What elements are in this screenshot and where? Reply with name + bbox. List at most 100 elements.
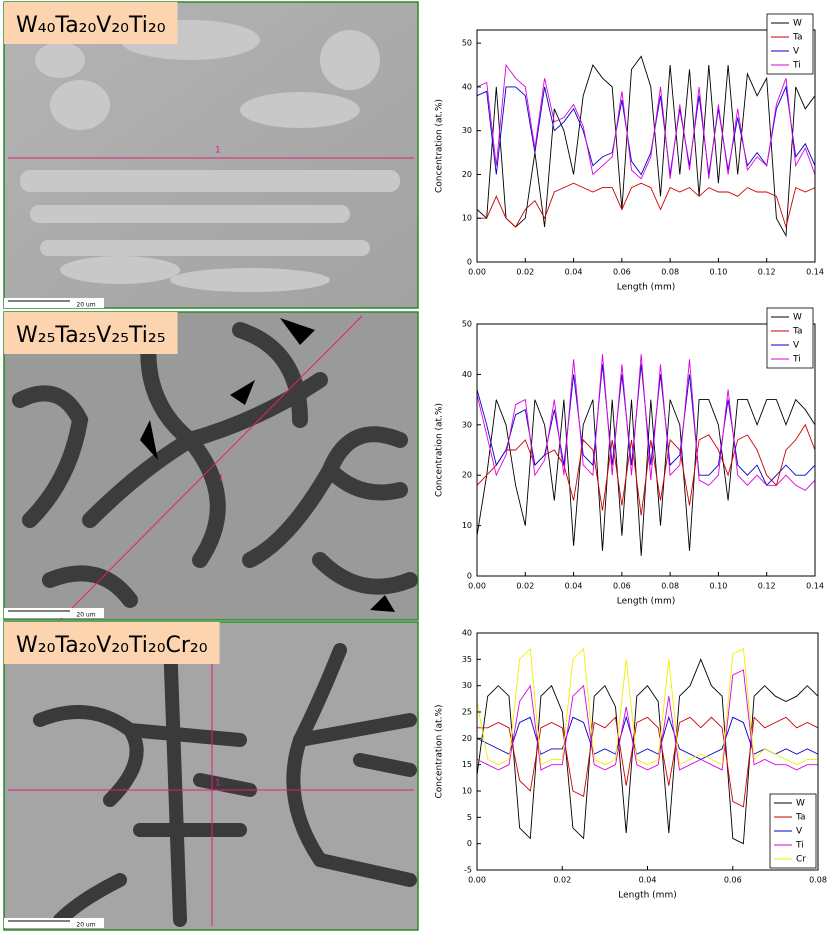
y-tick-label: 30 <box>462 681 472 690</box>
x-tick-label: 0.08 <box>661 268 679 277</box>
y-tick-label: 50 <box>462 320 472 329</box>
x-tick-label: 0.08 <box>809 876 827 885</box>
x-tick-label: 0.02 <box>516 268 534 277</box>
y-tick-label: 35 <box>462 655 472 664</box>
series-line <box>476 354 816 491</box>
y-tick-label: 10 <box>462 787 472 796</box>
x-tick-label: 0.06 <box>724 876 742 885</box>
series-line <box>476 715 819 760</box>
series-line <box>476 63 816 180</box>
series-line <box>476 647 818 766</box>
series-line <box>476 85 816 176</box>
micrograph <box>3 621 419 931</box>
y-tick-label: 0 <box>467 839 472 848</box>
legend-box <box>766 13 814 75</box>
plot-frame <box>476 29 816 263</box>
series-line <box>476 669 818 771</box>
y-tick-label: 0 <box>467 258 472 267</box>
series-line <box>476 364 816 487</box>
legend-label: W <box>796 799 805 809</box>
x-tick-label: 0.02 <box>516 582 534 591</box>
series-line <box>476 658 819 845</box>
y-tick-label: 40 <box>462 629 472 638</box>
micrograph <box>3 1 419 309</box>
legend-label: Cr <box>796 855 806 865</box>
y-tick-label: 30 <box>462 420 472 429</box>
legend-label: Ta <box>795 813 806 823</box>
plot-frame <box>476 323 816 577</box>
line-marker: 1 <box>218 474 224 484</box>
series-line <box>476 423 816 516</box>
legend-label: V <box>796 827 803 837</box>
line-marker: 1 <box>215 779 221 789</box>
series-line <box>477 716 819 808</box>
y-tick-label: -5 <box>464 866 472 875</box>
legend-label: Ti <box>792 355 801 365</box>
legend-label: V <box>793 47 800 57</box>
chart: 0 10 20 30 40 50 0.00 0.02 0.04 0.06 0.08 0.10 0.12 0… <box>435 307 824 607</box>
scale-bar-bg <box>4 918 104 928</box>
plot-frame <box>476 632 819 871</box>
x-tick-label: 0.12 <box>758 268 776 277</box>
y-tick-label: 40 <box>462 370 472 379</box>
legend-label: Ti <box>792 61 801 71</box>
y-tick-label: 10 <box>462 521 472 530</box>
y-tick-label: 0 <box>467 572 472 581</box>
scale-bar-label: 20 um <box>76 612 95 619</box>
x-tick-label: 0.02 <box>553 876 571 885</box>
legend-label: V <box>793 341 800 351</box>
x-tick-label: 0.08 <box>661 582 679 591</box>
x-tick-label: 0.10 <box>710 582 728 591</box>
label-box <box>4 2 178 44</box>
y-axis-label: Concentration (at.%) <box>435 99 445 193</box>
y-tick-label: 30 <box>462 126 472 135</box>
y-tick-label: 5 <box>467 813 472 822</box>
label-box <box>4 312 178 354</box>
series-line <box>477 182 816 229</box>
x-tick-label: 0.10 <box>710 268 728 277</box>
x-tick-label: 0.12 <box>758 582 776 591</box>
x-tick-label: 0.04 <box>565 582 583 591</box>
x-tick-label: 0.04 <box>565 268 583 277</box>
scale-bar-bg <box>4 298 104 308</box>
x-tick-label: 0.00 <box>468 876 486 885</box>
x-tick-label: 0.00 <box>468 268 486 277</box>
panel-label: W₄₀Ta₂₀V₂₀Ti₂₀ <box>16 13 166 38</box>
x-tick-label: 0.14 <box>806 268 824 277</box>
legend-label: Ti <box>795 841 804 851</box>
y-tick-label: 40 <box>462 82 472 91</box>
series-line <box>476 55 816 238</box>
x-tick-label: 0.04 <box>639 876 657 885</box>
chart: 0 10 20 30 40 50 0.00 0.02 0.04 0.06 0.08 0.10 0.12 0… <box>435 13 824 293</box>
y-tick-label: 50 <box>462 39 472 48</box>
y-tick-label: 15 <box>462 760 472 769</box>
line-marker: 1 <box>215 146 221 156</box>
x-tick-label: 0.06 <box>613 268 631 277</box>
micrograph <box>3 311 419 621</box>
legend-label: Ta <box>792 327 803 337</box>
legend-box <box>766 307 814 369</box>
x-tick-label: 0.06 <box>613 582 631 591</box>
x-axis-label: Length (mm) <box>617 283 675 293</box>
x-tick-label: 0.14 <box>806 582 824 591</box>
x-tick-label: 0.00 <box>468 582 486 591</box>
legend-label: W <box>793 313 802 323</box>
y-tick-label: 20 <box>462 734 472 743</box>
chart: -5 0 5 10 15 20 25 30 35 40 0.00 0.02 0.04 0.06 0.08 Le… <box>435 629 827 901</box>
y-tick-label: 25 <box>462 708 472 717</box>
x-axis-label: Length (mm) <box>618 891 676 901</box>
label-box <box>4 622 220 664</box>
y-tick-label: 20 <box>462 170 472 179</box>
legend-label: W <box>793 19 802 29</box>
y-tick-label: 20 <box>462 471 472 480</box>
scale-bar-label: 20 um <box>76 302 95 309</box>
panel-label: W₂₀Ta₂₀V₂₀Ti₂₀Cr₂₀ <box>16 633 208 658</box>
legend-label: Ta <box>792 33 803 43</box>
y-tick-label: 10 <box>462 214 472 223</box>
y-axis-label: Concentration (at.%) <box>435 704 445 798</box>
panel-label: W₂₅Ta₂₅V₂₅Ti₂₅ <box>16 323 166 348</box>
scale-bar-bg <box>4 608 104 618</box>
scale-bar-label: 20 um <box>76 922 95 929</box>
y-axis-label: Concentration (at.%) <box>435 403 445 497</box>
